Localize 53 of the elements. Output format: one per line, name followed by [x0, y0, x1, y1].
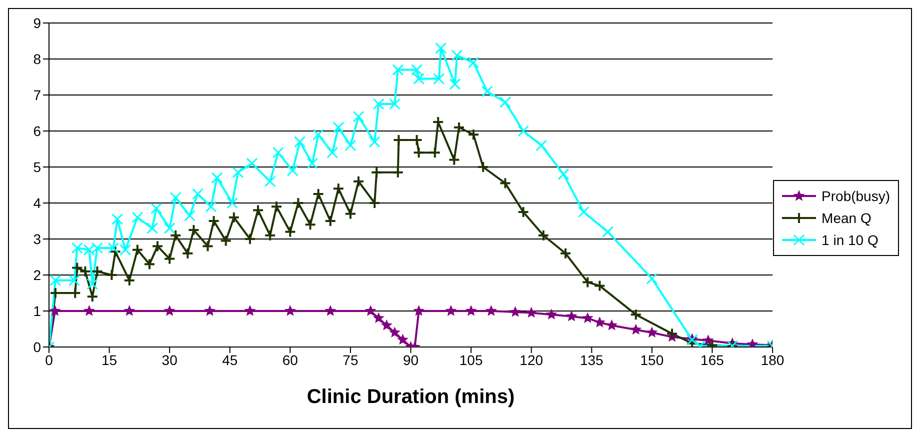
x-tick-label: 150: [640, 352, 664, 368]
point: [397, 334, 408, 345]
y-tick-label: 2: [33, 266, 42, 283]
x-tick-label: 0: [45, 352, 54, 368]
y-tick-label: 3: [33, 230, 42, 247]
x-axis-title: Clinic Duration (mins): [306, 386, 515, 408]
point: [485, 305, 497, 316]
point: [646, 326, 658, 338]
point: [124, 305, 136, 316]
x-tick-label: 135: [580, 352, 604, 368]
y-tick-label: 0: [33, 338, 42, 355]
point: [510, 306, 521, 317]
point: [83, 305, 95, 316]
y-tick-label: 9: [33, 14, 42, 31]
point: [546, 308, 558, 320]
y-tick-label: 5: [33, 158, 42, 175]
point: [284, 305, 296, 316]
legend-label: Prob(busy): [822, 187, 890, 206]
point: [372, 312, 384, 324]
point: [413, 305, 425, 316]
x-tick-label: 180: [760, 352, 784, 368]
point: [380, 319, 392, 330]
point: [630, 324, 642, 335]
y-tick-label: 1: [33, 302, 42, 319]
point: [566, 310, 578, 322]
point: [204, 305, 216, 316]
point: [606, 319, 618, 330]
x-tick-label: 15: [102, 352, 118, 368]
point: [465, 305, 477, 316]
point: [582, 312, 594, 324]
y-tick-label: 6: [33, 122, 42, 139]
x-tick-label: 120: [520, 352, 544, 368]
point: [244, 305, 256, 316]
point: [324, 305, 336, 316]
y-tick-label: 7: [33, 86, 42, 103]
y-tick-label: 4: [33, 194, 42, 211]
x-tick-label: 90: [402, 352, 419, 368]
legend-label: Mean Q: [822, 209, 872, 228]
y-tick-label: 8: [33, 50, 42, 67]
x-tick-label: 105: [459, 352, 483, 368]
x-tick-label: 165: [700, 352, 724, 368]
point: [49, 305, 61, 316]
point: [388, 326, 400, 338]
x-tick-label: 75: [342, 352, 358, 368]
point: [702, 334, 714, 346]
point: [526, 306, 538, 318]
point: [164, 305, 176, 316]
legend-label: 1 in 10 Q: [822, 231, 878, 250]
x-tick-label: 30: [162, 352, 178, 368]
point: [445, 305, 457, 316]
x-tick-label: 45: [222, 352, 238, 368]
x-tick-label: 60: [282, 352, 298, 368]
point: [364, 305, 376, 316]
